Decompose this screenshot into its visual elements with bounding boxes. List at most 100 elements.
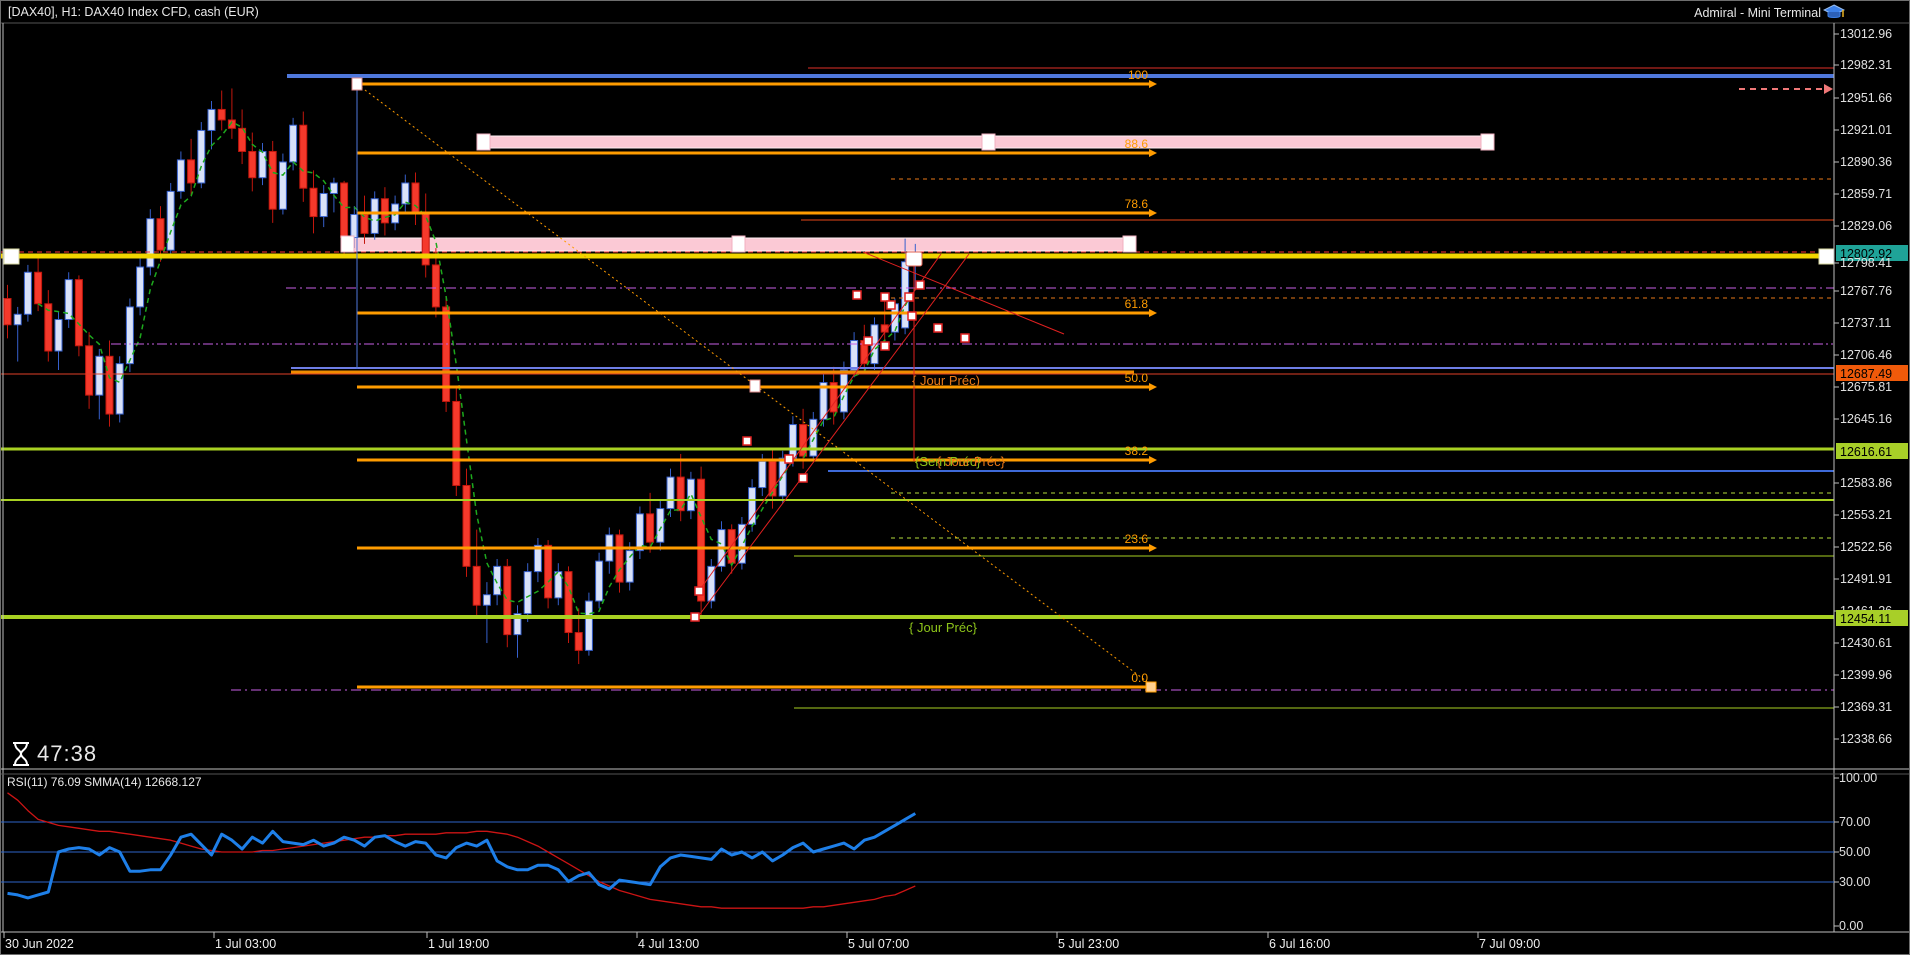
candlestick	[54, 319, 63, 352]
candlestick	[136, 266, 145, 308]
red-trend-line[interactable]	[698, 253, 942, 592]
graduation-cap-icon[interactable]	[1823, 4, 1845, 21]
price-axis-label: 12338.66	[1840, 732, 1892, 746]
candlestick	[125, 306, 134, 365]
price-tag	[1836, 365, 1908, 381]
candlestick	[329, 182, 338, 194]
trade-marker[interactable]	[880, 341, 890, 351]
candlestick	[768, 460, 777, 497]
time-axis-label: 7 Jul 09:00	[1479, 937, 1540, 951]
candlestick	[442, 306, 451, 402]
fib-trend-line[interactable]	[356, 83, 1155, 688]
price-tag-label: 12454.11	[1840, 612, 1891, 626]
candlestick	[34, 271, 43, 305]
price-axis-label: 12982.31	[1840, 58, 1892, 72]
price-axis-label: 12951.66	[1840, 91, 1892, 105]
candlestick	[635, 513, 644, 552]
trade-marker[interactable]	[880, 292, 890, 302]
red-trend-line[interactable]	[862, 251, 1065, 335]
price-axis-label: 12675.81	[1840, 380, 1892, 394]
line-end-handle[interactable]	[1818, 248, 1835, 265]
trade-marker[interactable]	[907, 311, 917, 321]
hourglass-icon	[13, 742, 29, 766]
candlestick	[513, 613, 522, 636]
candlestick	[360, 213, 369, 234]
candlestick	[666, 476, 675, 510]
level-annotation: { Jour Préc}	[937, 454, 1006, 469]
price-axis-label: 12645.16	[1840, 412, 1892, 426]
candlestick	[615, 534, 624, 583]
trade-marker[interactable]	[742, 436, 752, 446]
trade-marker[interactable]	[904, 292, 914, 302]
rsi-level-label: 70.00	[1839, 815, 1870, 829]
candlestick	[309, 187, 318, 218]
trade-marker[interactable]	[960, 333, 970, 343]
trade-marker[interactable]	[886, 300, 896, 310]
candlestick	[115, 363, 124, 415]
candlestick	[809, 418, 818, 457]
price-axis-label: 12583.86	[1840, 476, 1892, 490]
line-end-handle[interactable]	[3, 248, 20, 265]
candlestick	[380, 198, 389, 224]
candlestick	[452, 400, 461, 486]
drag-handle[interactable]	[351, 77, 363, 91]
trade-marker[interactable]	[694, 586, 704, 596]
drag-handle[interactable]	[749, 379, 761, 393]
rsi-level-label: 100.00	[1839, 771, 1877, 785]
trade-marker[interactable]	[852, 290, 862, 300]
candlestick	[166, 190, 175, 251]
fib-end-handle[interactable]	[1145, 681, 1157, 693]
fib-level-label: 88.6	[1125, 137, 1149, 151]
order-marker-box[interactable]	[905, 251, 923, 267]
candlestick	[482, 594, 491, 606]
mini-terminal-label[interactable]: Admiral - Mini Terminal	[1694, 6, 1821, 20]
candlestick	[697, 478, 706, 602]
time-axis-label: 1 Jul 03:00	[215, 937, 276, 951]
price-axis-label: 12369.31	[1840, 700, 1892, 714]
candlestick	[217, 108, 226, 121]
candlestick	[829, 382, 838, 413]
candlestick	[646, 513, 655, 543]
level-annotation: {Sem Préc}	[915, 454, 981, 469]
fib-level-label: 23.6	[1125, 532, 1149, 546]
level-annotation: { Jour Préc}	[909, 620, 978, 635]
candlestick	[258, 150, 267, 179]
price-axis-label: 13012.96	[1840, 27, 1892, 41]
band-drag-handle[interactable]	[1480, 133, 1495, 151]
trade-marker[interactable]	[690, 612, 700, 622]
candlestick	[748, 487, 757, 525]
trade-marker[interactable]	[784, 454, 794, 464]
band-drag-handle[interactable]	[340, 235, 355, 253]
candlestick	[850, 340, 859, 371]
candlestick	[401, 182, 410, 205]
trade-marker[interactable]	[915, 280, 925, 290]
band-drag-handle[interactable]	[731, 235, 746, 253]
candlestick	[493, 565, 502, 596]
candlestick	[676, 476, 685, 512]
fib-level-label: 61.8	[1125, 297, 1149, 311]
candlestick	[74, 279, 83, 347]
trade-marker[interactable]	[798, 473, 808, 483]
time-axis-label: 5 Jul 07:00	[848, 937, 909, 951]
alert-arrow-head	[1824, 84, 1833, 94]
rsi-smma-line	[7, 792, 916, 909]
price-tag	[1836, 443, 1908, 459]
candlestick	[3, 298, 12, 326]
fib-level-label: 38.2	[1125, 444, 1149, 458]
band-drag-handle[interactable]	[981, 133, 996, 151]
candlestick	[176, 159, 185, 192]
price-axis-label: 12829.06	[1840, 219, 1892, 233]
trade-marker[interactable]	[933, 323, 943, 333]
price-axis-label: 12767.76	[1840, 284, 1892, 298]
fib-arrow	[1149, 544, 1157, 552]
time-axis-label: 6 Jul 16:00	[1269, 937, 1330, 951]
rsi-indicator-label: RSI(11) 76.09 SMMA(14) 12668.127	[7, 775, 202, 789]
band-drag-handle[interactable]	[476, 133, 491, 151]
candlestick	[523, 571, 532, 615]
band-drag-handle[interactable]	[1122, 235, 1137, 253]
red-trend-line[interactable]	[696, 253, 970, 619]
level-annotation: { Jour Préc)	[912, 373, 980, 388]
trade-marker[interactable]	[863, 336, 873, 346]
price-axis-label: 12859.71	[1840, 187, 1892, 201]
